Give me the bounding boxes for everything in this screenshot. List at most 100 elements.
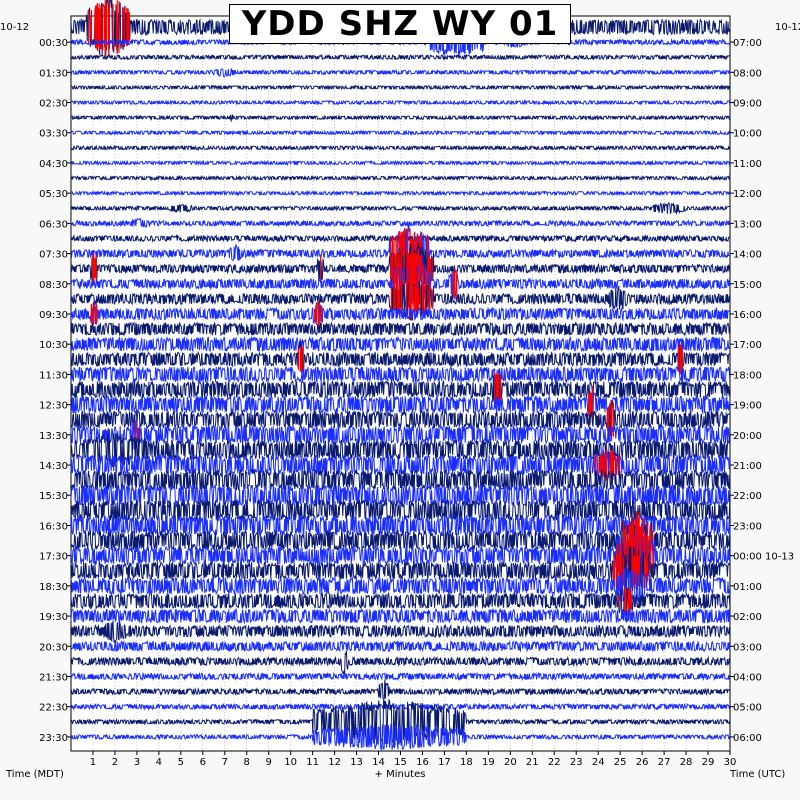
- right-tick-label-22: 05:00: [733, 703, 762, 714]
- trace-row-10: [70, 174, 731, 182]
- x-tick-label-23: 23: [570, 757, 583, 768]
- left-tick-label-9: 09:30: [39, 310, 68, 321]
- trace-row-20: [70, 321, 731, 337]
- x-tick-label-20: 20: [504, 757, 517, 768]
- trace-row-32: [70, 498, 731, 523]
- right-tick-label-1: 08:00: [733, 68, 762, 79]
- trace-row-44: [70, 679, 731, 700]
- clipped-row-22: [297, 344, 683, 375]
- left-tick-label-14: 14:30: [39, 461, 68, 472]
- right-axis-ticks: 07:00 08:00 09:00 10:00 11:00 12:00 13:00 14:00…: [730, 38, 794, 744]
- left-tick-label-19: 19:30: [39, 612, 68, 623]
- x-tick-label-30: 30: [724, 757, 737, 768]
- left-tick-label-5: 05:30: [39, 189, 68, 200]
- trace-row-23: [70, 365, 731, 384]
- trace-row-30: [70, 468, 731, 492]
- left-tick-label-15: 15:30: [39, 491, 68, 502]
- trace-row-39: [70, 607, 731, 625]
- x-tick-label-1: 1: [90, 757, 96, 768]
- right-tick-label-14: 21:00: [733, 461, 762, 472]
- right-tick-label-10: 17:00: [733, 340, 762, 351]
- clipped-row-36: [612, 549, 649, 592]
- right-tick-label-9: 16:00: [733, 310, 762, 321]
- clipped-row-24: [494, 371, 502, 408]
- clipped-row-0: [87, 0, 130, 58]
- left-tick-label-17: 17:30: [39, 552, 68, 563]
- left-tick-label-2: 02:30: [39, 99, 68, 110]
- trace-row-21: [70, 335, 731, 353]
- right-tick-label-18: 01:00: [733, 582, 762, 593]
- seismic-traces: [70, 0, 731, 752]
- x-tick-label-15: 15: [394, 757, 407, 768]
- trace-row-11: [70, 189, 731, 197]
- trace-row-7: [70, 129, 731, 137]
- right-tick-label-8: 15:00: [733, 280, 762, 291]
- trace-row-22: [70, 340, 731, 377]
- x-tick-label-21: 21: [526, 757, 539, 768]
- right-tick-label-11: 18:00: [733, 370, 762, 381]
- trace-row-4: [70, 83, 731, 91]
- trace-row-42: [70, 650, 731, 676]
- right-tick-label-0: 07:00: [733, 38, 762, 49]
- right-tick-label-2: 09:00: [733, 99, 762, 110]
- x-tick-label-12: 12: [328, 757, 341, 768]
- left-tick-label-1: 01:30: [39, 68, 68, 79]
- left-tick-label-6: 06:30: [39, 219, 68, 230]
- title-box: YDD SHZ WY 01: [229, 4, 571, 44]
- right-tick-label-5: 12:00: [733, 189, 762, 200]
- trace-row-29: [70, 449, 731, 481]
- left-tick-label-20: 20:30: [39, 642, 68, 653]
- left-tick-label-4: 04:30: [39, 159, 68, 170]
- trace-row-13: [70, 217, 731, 228]
- trace-row-3: [70, 67, 731, 78]
- left-tick-label-0: 00:30: [39, 38, 68, 49]
- x-axis-ticks: 1 2 3 4 5 6 7 8 9 10 11 12 13 14 15 16 17 18 19 20 21 22 23 24 2…: [90, 751, 737, 768]
- x-tick-label-27: 27: [658, 757, 671, 768]
- x-tick-label-16: 16: [416, 757, 429, 768]
- trace-row-1: [70, 26, 731, 58]
- x-tick-label-7: 7: [222, 757, 228, 768]
- x-tick-label-10: 10: [284, 757, 297, 768]
- left-axis-ticks: 00:30 01:30 02:30 03:30 04:30 05:30 06:30 07:30…: [39, 38, 71, 744]
- trace-row-47: [70, 723, 731, 752]
- left-tick-label-7: 07:30: [39, 250, 68, 261]
- left-tick-label-3: 03:30: [39, 129, 68, 140]
- right-tick-label-4: 11:00: [733, 159, 762, 170]
- right-tick-label-19: 02:00: [733, 612, 762, 623]
- trace-row-45: [70, 702, 730, 711]
- trace-row-2: [70, 53, 730, 61]
- right-tick-label-12: 19:00: [733, 401, 762, 412]
- trace-row-12: [70, 201, 730, 215]
- left-tick-label-11: 11:30: [39, 370, 68, 381]
- left-date-label: 10-12: [0, 22, 29, 33]
- clipped-row-38: [618, 585, 632, 617]
- right-axis-label: Time (UTC): [729, 769, 785, 780]
- trace-row-27: [70, 418, 731, 450]
- x-tick-label-26: 26: [636, 757, 649, 768]
- right-tick-label-17: 00:00 10-13: [733, 552, 794, 563]
- x-tick-label-11: 11: [306, 757, 319, 768]
- trace-row-28: [70, 433, 731, 468]
- trace-row-25: [70, 385, 731, 418]
- left-tick-label-18: 18:30: [39, 582, 68, 593]
- right-tick-label-3: 10:00: [733, 129, 762, 140]
- trace-row-5: [70, 99, 731, 106]
- x-tick-label-9: 9: [266, 757, 272, 768]
- clipped-row-18: [390, 277, 433, 321]
- left-tick-label-21: 21:30: [39, 672, 68, 683]
- trace-row-40: [70, 620, 731, 645]
- x-tick-label-18: 18: [460, 757, 473, 768]
- x-tick-label-29: 29: [702, 757, 715, 768]
- left-tick-label-23: 23:30: [39, 733, 68, 744]
- trace-row-41: [70, 639, 731, 653]
- trace-row-6: [70, 114, 731, 123]
- x-tick-label-25: 25: [614, 757, 627, 768]
- x-tick-label-2: 2: [112, 757, 118, 768]
- x-tick-label-13: 13: [350, 757, 363, 768]
- x-tick-label-14: 14: [372, 757, 385, 768]
- right-tick-label-21: 04:00: [733, 672, 762, 683]
- x-tick-label-22: 22: [548, 757, 561, 768]
- left-tick-label-10: 10:30: [39, 340, 68, 351]
- x-tick-label-28: 28: [680, 757, 693, 768]
